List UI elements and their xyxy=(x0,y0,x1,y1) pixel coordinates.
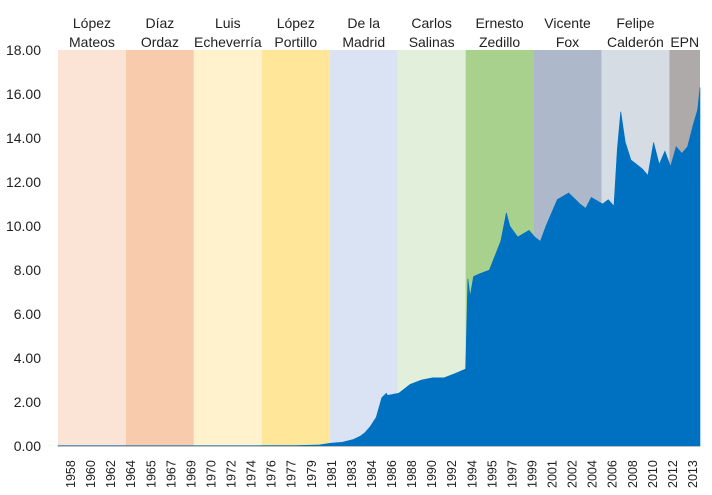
x-tick-label-26: 2004 xyxy=(586,460,600,488)
x-tick-label-23: 1999 xyxy=(525,460,539,488)
y-tick-label-6: 12.00 xyxy=(6,174,41,190)
x-tick-label-28: 2008 xyxy=(626,460,640,488)
x-tick-label-1: 1960 xyxy=(84,460,98,488)
y-tick-label-1: 2.00 xyxy=(14,394,41,410)
x-tick-label-0: 1958 xyxy=(64,460,78,488)
x-tick-label-10: 1976 xyxy=(265,460,279,488)
x-tick-label-15: 1984 xyxy=(365,460,379,488)
series-area xyxy=(57,87,701,447)
x-tick-label-3: 1964 xyxy=(124,460,138,488)
period-label-3: López Portillo xyxy=(274,15,317,50)
period-label-2: Luis Echeverría xyxy=(194,15,262,50)
period-label-4: De la Madrid xyxy=(342,15,385,50)
period-labels: López Mateos Díaz Ordaz Luis Echeverría López P… xyxy=(69,15,699,50)
x-tick-label-12: 1979 xyxy=(305,460,319,488)
x-tick-label-11: 1977 xyxy=(285,460,299,488)
x-tick-label-27: 2006 xyxy=(606,460,620,488)
x-axis-ticks: 1958 1960 1962 1964 1965 1967 1969 1970 1972 1974… xyxy=(64,460,700,488)
x-tick-label-5: 1967 xyxy=(164,460,178,488)
period-band-0 xyxy=(58,50,126,446)
y-axis-ticks: 0.00 2.00 4.00 6.00 8.00 10.00 12.00 14.00 16.00… xyxy=(6,42,41,454)
x-tick-label-18: 1990 xyxy=(425,460,439,488)
x-tick-label-25: 2002 xyxy=(566,460,580,488)
period-label-1: Díaz Ordaz xyxy=(141,15,179,50)
period-band-4 xyxy=(329,50,398,446)
x-tick-label-4: 1965 xyxy=(144,460,158,488)
period-label-9: EPN xyxy=(670,34,699,50)
x-tick-label-13: 1981 xyxy=(325,460,339,488)
y-tick-label-4: 8.00 xyxy=(14,262,41,278)
y-tick-label-3: 6.00 xyxy=(14,306,41,322)
x-tick-label-29: 2010 xyxy=(646,460,660,488)
period-label-7: Vicente Fox xyxy=(544,15,591,50)
period-label-8: Felipe Calderón xyxy=(607,15,664,50)
y-tick-label-7: 14.00 xyxy=(6,130,41,146)
data-area-layer xyxy=(57,87,701,447)
x-tick-label-8: 1972 xyxy=(225,460,239,488)
x-tick-label-9: 1974 xyxy=(245,460,259,488)
y-tick-label-0: 0.00 xyxy=(14,438,41,454)
x-tick-label-22: 1997 xyxy=(505,460,519,488)
x-tick-label-6: 1969 xyxy=(184,460,198,488)
x-tick-label-17: 1988 xyxy=(405,460,419,488)
x-tick-label-24: 2001 xyxy=(546,460,560,488)
period-band-1 xyxy=(125,50,194,446)
y-tick-label-5: 10.00 xyxy=(6,218,41,234)
x-tick-label-7: 1970 xyxy=(204,460,218,488)
x-tick-label-2: 1962 xyxy=(104,460,118,488)
x-tick-label-19: 1992 xyxy=(445,460,459,488)
period-label-0: López Mateos xyxy=(69,15,115,50)
period-band-2 xyxy=(193,50,262,446)
x-tick-label-16: 1986 xyxy=(385,460,399,488)
x-tick-label-31: 2013 xyxy=(686,460,700,488)
x-tick-label-30: 2012 xyxy=(666,460,680,488)
x-tick-label-14: 1983 xyxy=(345,460,359,488)
period-label-5: Carlos Salinas xyxy=(409,15,455,50)
period-band-3 xyxy=(261,50,330,446)
x-tick-label-20: 1994 xyxy=(465,460,479,488)
period-label-6: Ernesto Zedillo xyxy=(475,15,523,50)
x-tick-label-21: 1995 xyxy=(485,460,499,488)
y-tick-label-8: 16.00 xyxy=(6,86,41,102)
y-tick-label-9: 18.00 xyxy=(6,42,41,58)
y-tick-label-2: 4.00 xyxy=(14,350,41,366)
